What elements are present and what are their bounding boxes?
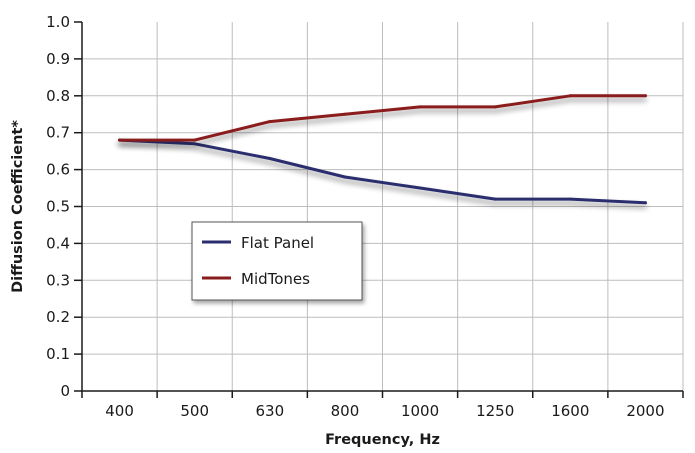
y-tick-label: 0.2: [46, 308, 70, 326]
data-point: [343, 112, 347, 116]
axes: 0 0.1 0.2 0.3 0.4 0.5 0.6 0.7 0.8 0.9 1.0 400 500 630…: [10, 13, 684, 448]
x-tick-label: 500: [180, 402, 209, 420]
data-point: [493, 197, 497, 201]
data-point: [418, 186, 422, 190]
x-tick-label: 1600: [551, 402, 589, 420]
series-line: [118, 94, 647, 142]
data-point: [268, 157, 272, 161]
series-line: [118, 138, 647, 205]
x-tick-label: 2000: [626, 402, 664, 420]
legend-box: [191, 221, 363, 301]
y-tick-label: 0.1: [46, 345, 70, 363]
y-tick-label: 0.5: [46, 198, 70, 216]
x-tick-label: 800: [331, 402, 360, 420]
data-point: [568, 197, 572, 201]
y-tick-label: 0.7: [46, 124, 70, 142]
data-point: [493, 105, 497, 109]
x-tick-label: 630: [255, 402, 284, 420]
x-tick-label: 1250: [476, 402, 514, 420]
y-tick-label: 1.0: [46, 13, 70, 31]
y-tick-label: 0.3: [46, 271, 70, 289]
data-point: [418, 105, 422, 109]
x-tick-label: 1000: [401, 402, 439, 420]
legend: Flat Panel MidTones: [191, 221, 363, 301]
x-axis-title: Frequency, Hz: [325, 432, 440, 448]
series: [118, 94, 647, 205]
data-point: [568, 94, 572, 98]
y-tick-label: 0: [60, 382, 70, 400]
y-tick-label: 0.9: [46, 50, 70, 68]
data-point: [268, 120, 272, 124]
data-point: [118, 138, 122, 142]
legend-label: Flat Panel: [241, 234, 314, 252]
data-point: [193, 138, 197, 142]
data-point: [643, 94, 647, 98]
data-point: [643, 201, 647, 205]
y-tick-label: 0.8: [46, 87, 70, 105]
y-axis-title: Diffusion Coefficient*: [10, 120, 26, 293]
grid: [82, 22, 684, 391]
legend-label: MidTones: [241, 270, 310, 288]
data-point: [193, 142, 197, 146]
x-tick-label: 400: [105, 402, 134, 420]
y-tick-label: 0.4: [46, 234, 70, 252]
y-tick-label: 0.6: [46, 161, 70, 179]
data-point: [343, 175, 347, 179]
